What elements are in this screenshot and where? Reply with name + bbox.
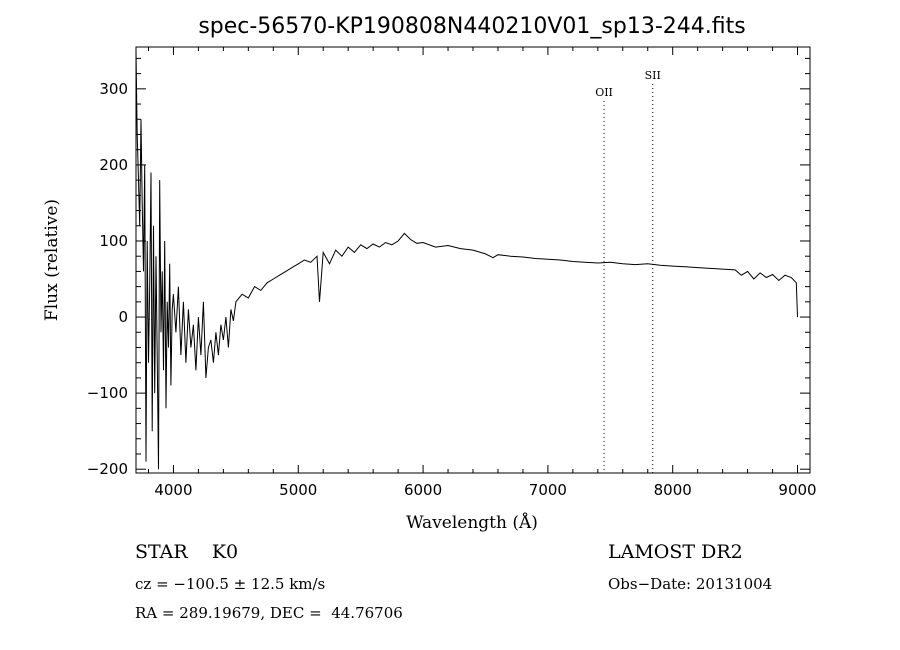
survey-name: LAMOST DR2 [608,541,743,563]
y-tick-label: 200 [99,156,128,174]
x-tick-label: 7000 [529,481,567,499]
sky-coordinates: RA = 289.19679, DEC = 44.76706 [135,604,403,622]
x-tick-label: 8000 [654,481,692,499]
chart-title: spec-56570-KP190808N440210V01_sp13-244.f… [198,14,745,39]
plot-frame [135,46,811,474]
spectrum-line [135,50,798,470]
x-axis-label: Wavelength (Å) [406,512,538,533]
redshift-velocity: cz = −100.5 ± 12.5 km/s [135,575,326,593]
emission-line-label: OII [595,86,613,99]
observation-date: Obs−Date: 20131004 [608,575,773,593]
emission-line-markers: OII SII [595,69,661,473]
y-axis-label: Flux (relative) [42,199,62,321]
emission-line-label: SII [645,69,661,82]
x-tick-label: 6000 [404,481,442,499]
x-tick-label: 9000 [778,481,816,499]
x-tick-label: 5000 [279,481,317,499]
x-tick-label: 4000 [154,481,192,499]
y-tick-label: 100 [99,232,128,250]
spectrum-series [135,50,798,470]
object-class: STAR K0 [135,541,239,563]
y-tick-label: 300 [99,80,128,98]
y-tick-label: −200 [87,460,128,478]
y-tick-label: 0 [118,308,128,326]
y-tick-label: −100 [87,384,128,402]
axis-ticks: 4000 5000 6000 7000 8000 9000 −200 −100 0 100 200 3… [87,47,817,499]
